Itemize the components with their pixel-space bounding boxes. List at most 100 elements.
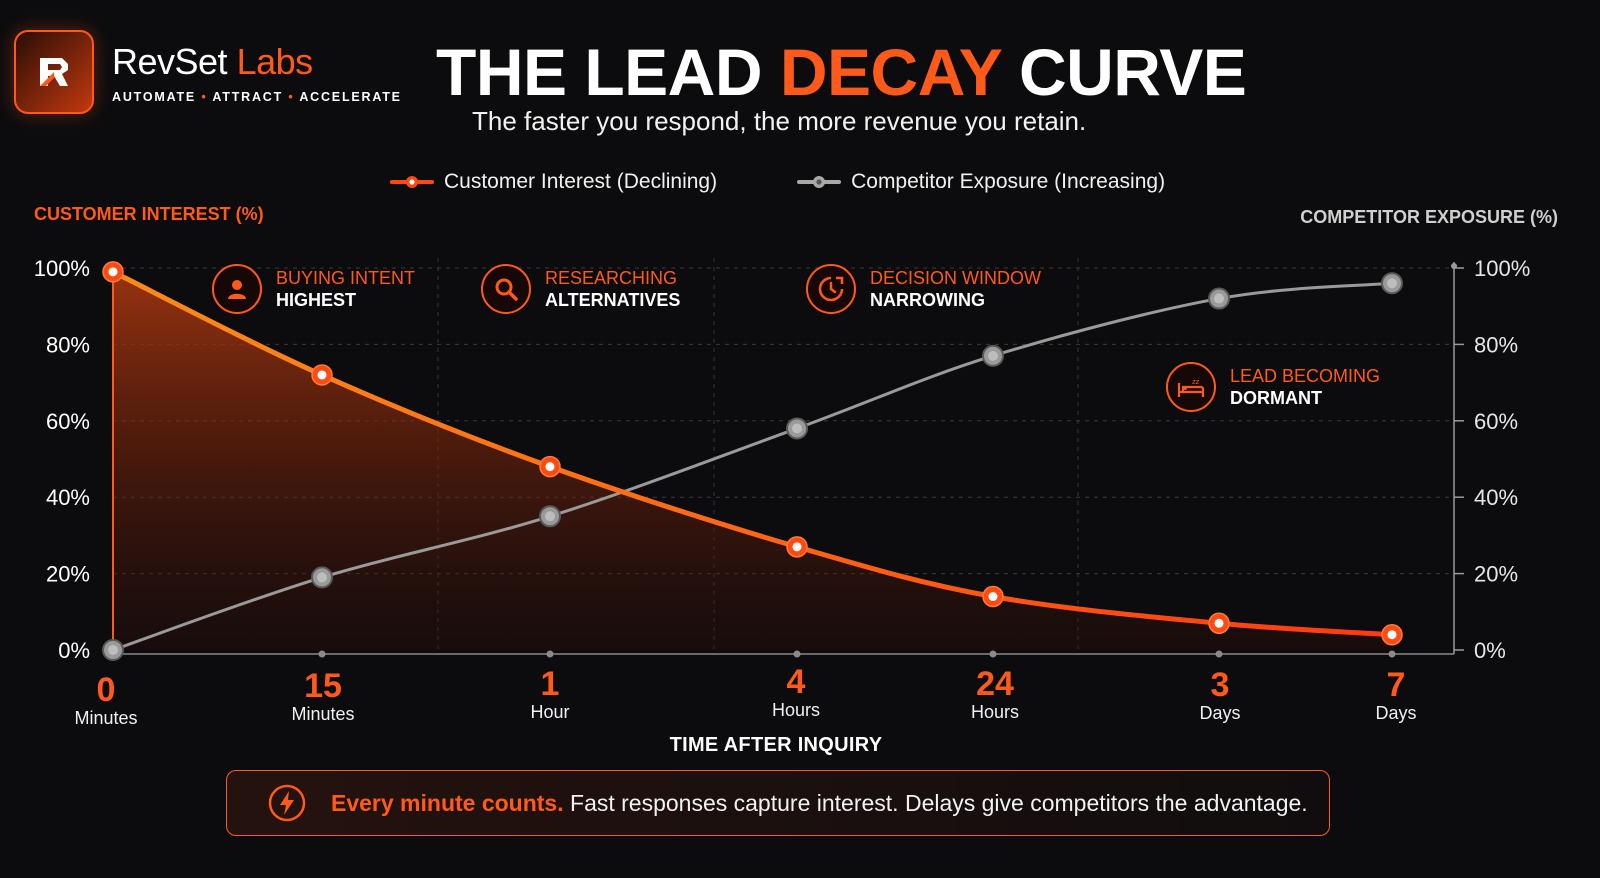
- x-tick-dot: [318, 650, 326, 658]
- x-tick-unit: Days: [1375, 703, 1417, 723]
- y-tick-label-right: 40%: [1474, 485, 1518, 510]
- x-tick-label: 1 Hour: [490, 666, 610, 722]
- sleep-bed-icon: zz: [1166, 362, 1216, 412]
- tagline-dot: •: [288, 90, 295, 104]
- magnifier-icon: [481, 264, 531, 314]
- x-tick-number: 7: [1386, 666, 1406, 704]
- callout-rest: Fast responses capture interest. Delays …: [563, 789, 1308, 816]
- brand-name-main: RevSet: [112, 41, 228, 82]
- annotation-decision-window: DECISION WINDOW NARROWING: [806, 264, 1041, 314]
- x-tick-dot: [546, 650, 554, 658]
- page-subtitle: The faster you respond, the more revenue…: [472, 106, 1087, 136]
- exposure-point-core: [792, 423, 802, 434]
- annotation-line2: ALTERNATIVES: [545, 290, 681, 310]
- y-tick-label-left: 80%: [46, 332, 90, 357]
- y-tick-label-left: 20%: [46, 562, 90, 587]
- y-axis-title-right: COMPETITOR EXPOSURE (%): [1300, 207, 1558, 227]
- page-title: THE LEAD DECAY CURVE: [436, 34, 1247, 110]
- title-pre: THE LEAD: [436, 35, 780, 109]
- interest-point-core: [1387, 630, 1397, 640]
- annotation-line1: RESEARCHING: [545, 268, 678, 288]
- x-tick-dot: [1388, 650, 1396, 658]
- x-tick-number: 3: [1210, 666, 1230, 704]
- y-tick-label-left: 100%: [34, 256, 90, 281]
- annotation-line2: NARROWING: [870, 290, 985, 310]
- x-tick-label: 15 Minutes: [263, 668, 383, 724]
- annotation-line2: HIGHEST: [276, 290, 357, 310]
- x-tick-label: 7 Days: [1336, 667, 1456, 723]
- callout-strong: Every minute counts.: [331, 789, 564, 816]
- brand: RevSet Labs AUTOMATE • ATTRACT • ACCELER…: [14, 30, 402, 114]
- y-tick-label-right: 60%: [1474, 409, 1518, 434]
- annotation-line2: DORMANT: [1230, 388, 1322, 408]
- exposure-point-core: [317, 572, 327, 583]
- logo-icon: [14, 30, 94, 114]
- title-post: CURVE: [1001, 35, 1247, 109]
- x-tick-unit: Hour: [530, 702, 570, 722]
- x-tick-label: 3 Days: [1160, 667, 1280, 723]
- legend-item-interest: Customer Interest (Declining): [390, 170, 717, 194]
- x-tick-unit: Minutes: [74, 708, 138, 728]
- tick-labels: 0% 0% 20% 20% 40% 40% 60% 60% 80% 80% 100% 100%: [34, 256, 1531, 663]
- clock-icon: [806, 264, 856, 314]
- exposure-point-core: [108, 645, 118, 655]
- x-tick-unit: Days: [1199, 703, 1241, 723]
- annotation-line1: DECISION WINDOW: [870, 268, 1041, 288]
- y-axis-title-left: CUSTOMER INTEREST (%): [34, 204, 264, 224]
- y-tick-label-left: 0%: [58, 638, 90, 663]
- brand-tagline: AUTOMATE • ATTRACT • ACCELERATE: [112, 90, 402, 104]
- x-tick-label: 4 Hours: [736, 664, 856, 720]
- y-tick-label-left: 60%: [46, 409, 90, 434]
- x-tick-number: 15: [304, 667, 342, 705]
- x-tick-label: 0 Minutes: [46, 672, 166, 728]
- y-tick-label-right: 20%: [1474, 562, 1518, 587]
- interest-point-core: [988, 592, 998, 602]
- interest-point-core: [317, 370, 327, 380]
- legend-item-exposure: Competitor Exposure (Increasing): [797, 170, 1165, 194]
- callout-banner: Every minute counts. Fast responses capt…: [226, 770, 1330, 836]
- tagline-word: AUTOMATE: [112, 90, 197, 104]
- y-tick-label-right: 100%: [1474, 256, 1530, 281]
- interest-point-core: [545, 462, 555, 472]
- axis-end-dot: [1451, 263, 1457, 269]
- brand-name: RevSet Labs: [112, 42, 402, 82]
- interest-point-core: [792, 542, 802, 552]
- x-tick-number: 4: [786, 663, 806, 701]
- x-tick-number: 0: [96, 671, 116, 709]
- y-tick-label-right: 0%: [1474, 638, 1506, 663]
- x-tick-unit: Hours: [771, 700, 820, 720]
- interest-area: [113, 271, 1392, 650]
- y-tick-label-left: 40%: [46, 485, 90, 510]
- legend-label: Competitor Exposure (Increasing): [851, 170, 1166, 193]
- annotation-researching: RESEARCHING ALTERNATIVES: [481, 264, 680, 314]
- exposure-point-core: [545, 511, 555, 522]
- tagline-dot: •: [201, 90, 208, 104]
- brand-name-accent: Labs: [227, 41, 314, 82]
- lightning-icon: [268, 784, 306, 822]
- axes: [109, 262, 1464, 658]
- title-accent: DECAY: [779, 35, 1002, 109]
- chart-legend: Customer Interest (Declining) Competitor…: [390, 170, 1165, 194]
- annotation-line1: BUYING INTENT: [276, 268, 416, 288]
- exposure-point-core: [1214, 293, 1224, 304]
- x-tick-dot: [1215, 650, 1223, 658]
- interest-point-core: [108, 267, 118, 277]
- svg-text:zz: zz: [1192, 378, 1200, 386]
- x-tick-dot: [793, 650, 801, 658]
- x-tick-label: 24 Hours: [935, 666, 1055, 722]
- legend-label: Customer Interest (Declining): [444, 170, 718, 193]
- callout-text: Every minute counts. Fast responses capt…: [331, 790, 1308, 817]
- person-icon: [212, 264, 262, 314]
- x-tick-unit: Hours: [970, 702, 1019, 722]
- x-tick-unit: Minutes: [291, 704, 355, 724]
- annotation-dormant: zz LEAD BECOMING DORMANT: [1166, 362, 1380, 412]
- tagline-word: ACCELERATE: [299, 90, 402, 104]
- y-tick-label-right: 80%: [1474, 332, 1518, 357]
- x-tick-number: 24: [976, 665, 1014, 703]
- legend-swatch-orange-icon: [390, 176, 434, 188]
- interest-point-core: [1214, 618, 1224, 628]
- exposure-point-core: [1387, 278, 1397, 289]
- x-tick-dot: [989, 650, 997, 658]
